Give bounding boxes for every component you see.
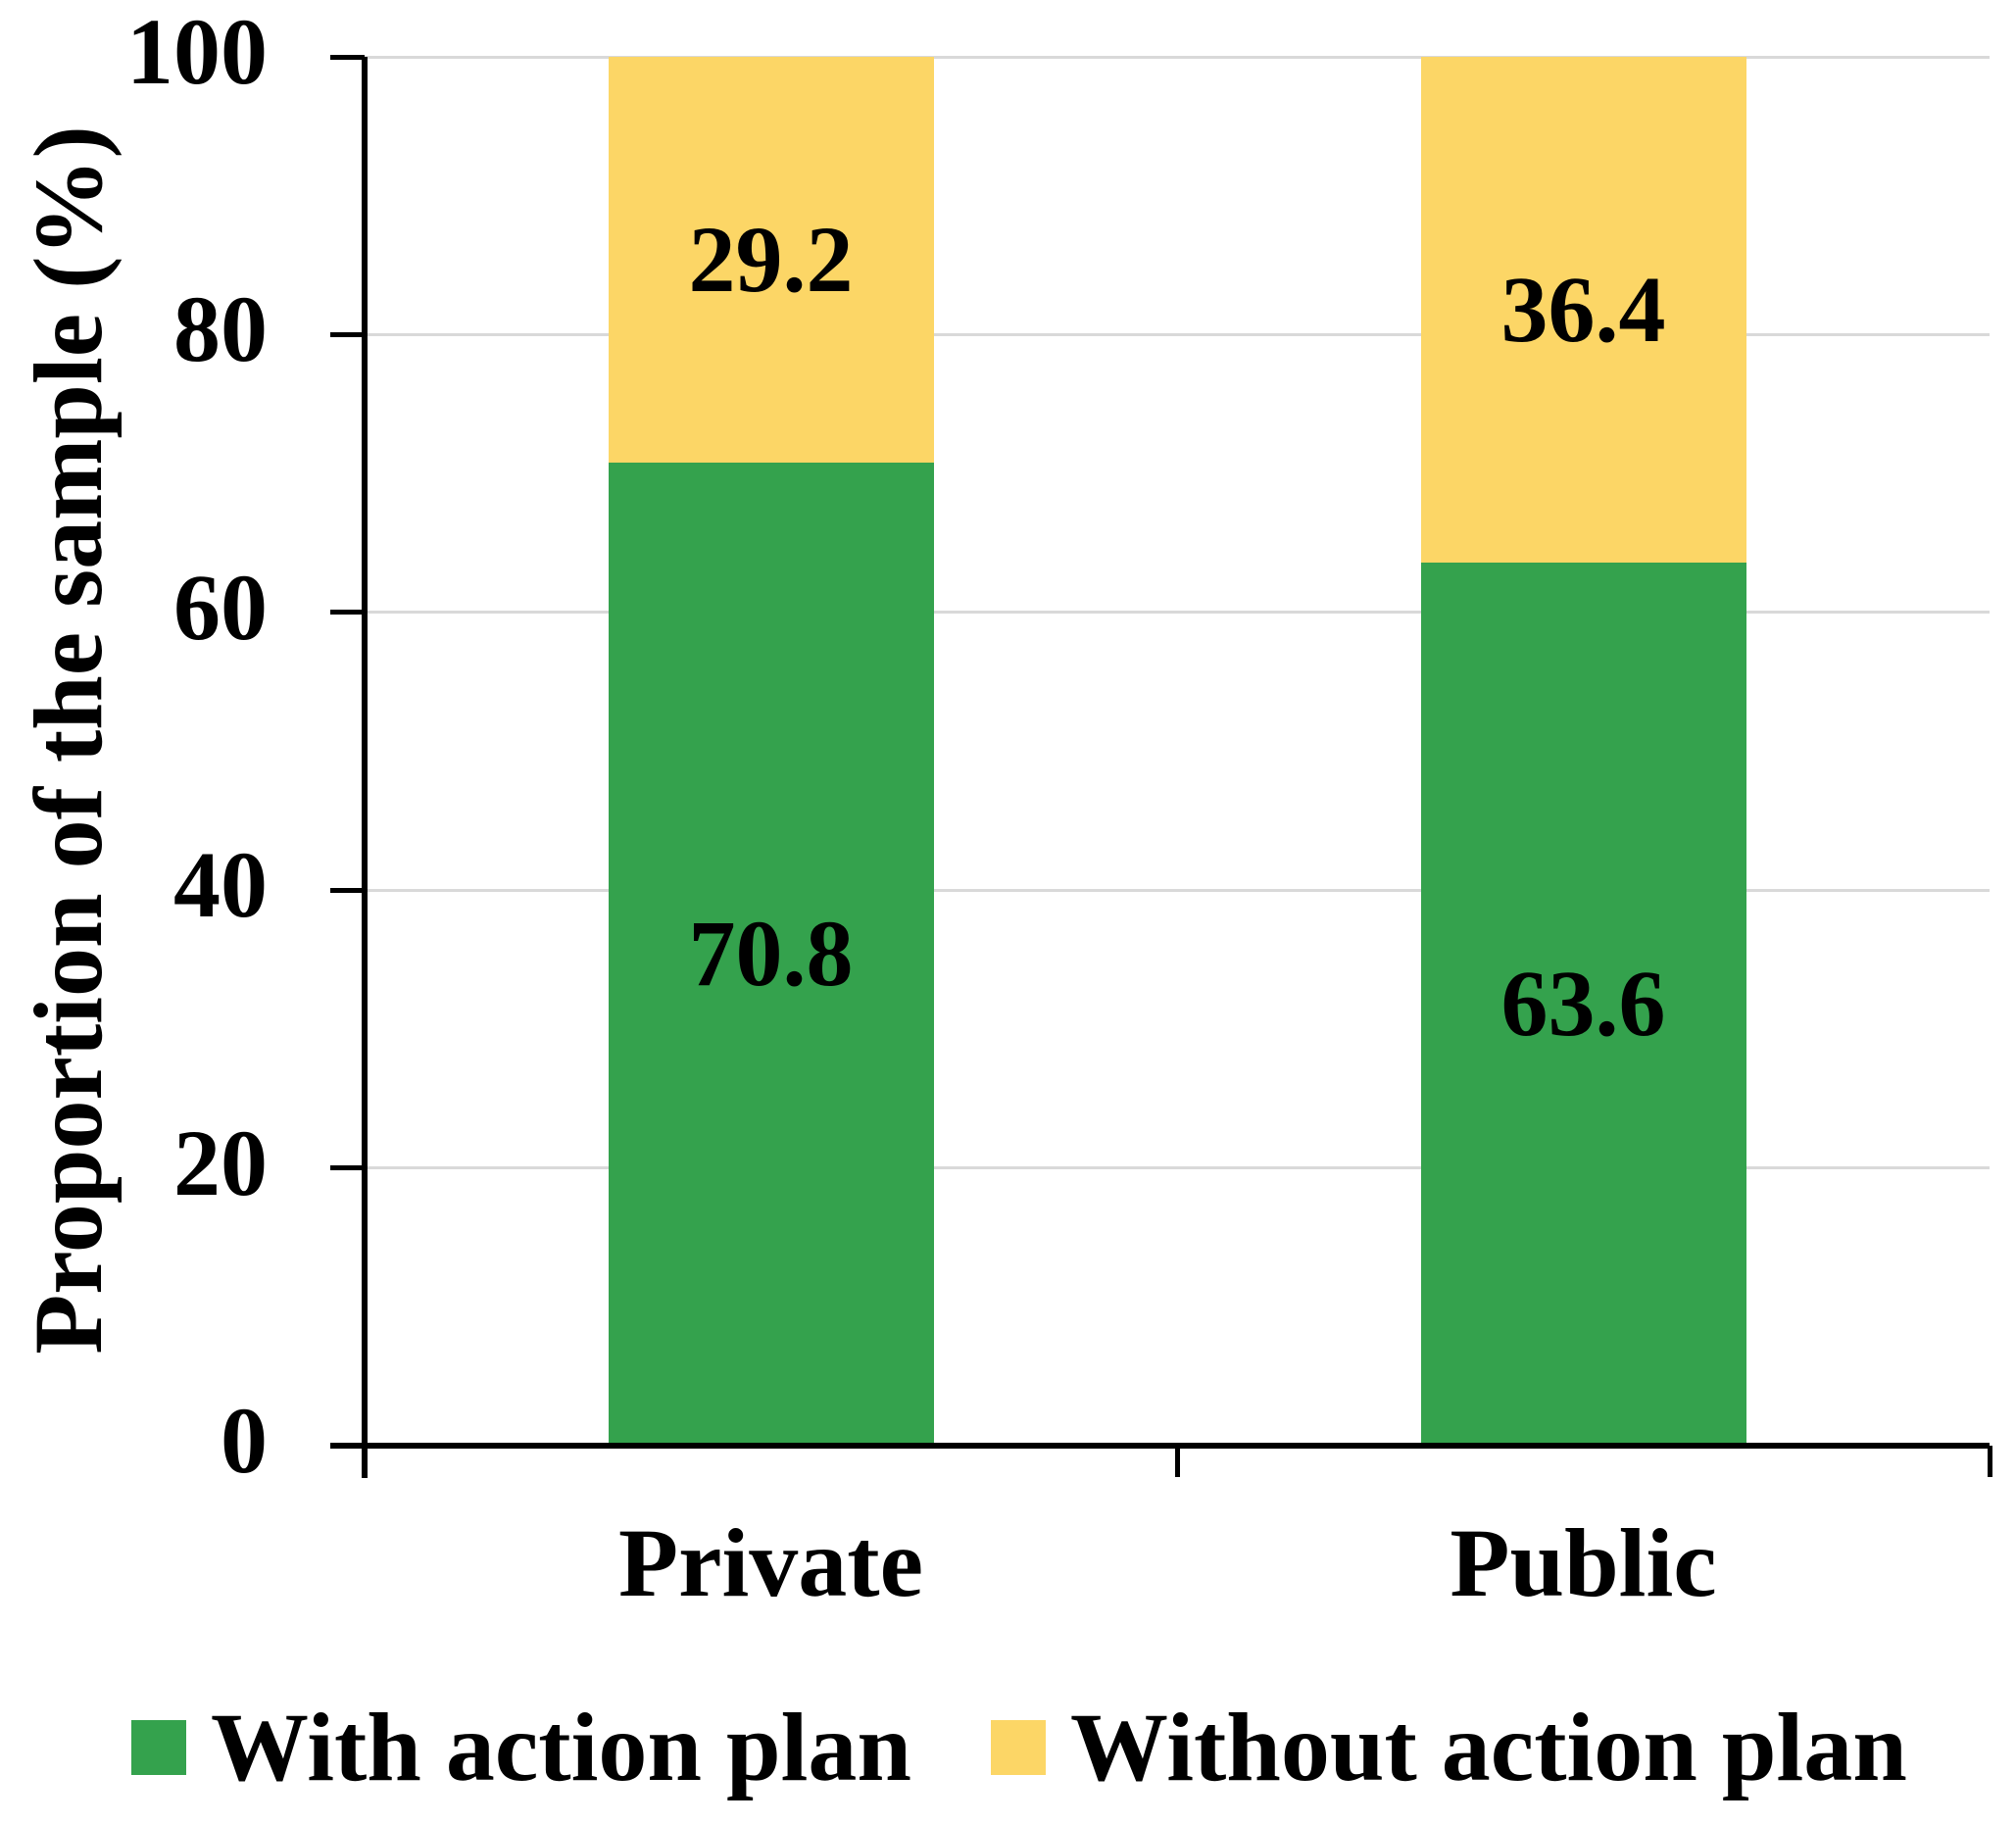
x-axis-tick-1 — [1174, 1446, 1180, 1477]
legend-item-without-action-plan: Without action plan — [991, 1699, 1907, 1797]
data-label-public-without-action-plan: 36.4 — [1500, 256, 1666, 362]
segment-public-with-action-plan: 63.6 — [1420, 562, 1746, 1446]
category-label-private: Private — [618, 1508, 923, 1617]
y-axis-tick-0 — [330, 1443, 365, 1449]
y-axis-line — [362, 57, 368, 1478]
legend-swatch-without-action-plan — [991, 1720, 1046, 1775]
category-label-public: Public — [1450, 1508, 1717, 1617]
y-axis-tick-80 — [330, 331, 365, 337]
bar-public: 36.4 63.6 — [1420, 57, 1746, 1446]
y-axis-tick-label-40: 40 — [173, 832, 268, 938]
gridline-60 — [365, 611, 1990, 615]
bar-private: 29.2 70.8 — [608, 57, 934, 1446]
gridline-80 — [365, 332, 1990, 336]
legend-label-without-action-plan: Without action plan — [1070, 1693, 1907, 1801]
gridline-40 — [365, 888, 1990, 892]
segment-public-without-action-plan: 36.4 — [1420, 57, 1746, 563]
x-axis-tick-2 — [1987, 1446, 1992, 1477]
segment-private-without-action-plan: 29.2 — [608, 57, 934, 463]
legend-swatch-with-action-plan — [131, 1720, 186, 1775]
y-axis-tick-60 — [330, 610, 365, 616]
legend-label-with-action-plan: With action plan — [211, 1693, 911, 1801]
gridline-100 — [365, 55, 1990, 59]
y-axis-tick-label-0: 0 — [221, 1388, 268, 1494]
y-axis-tick-label-100: 100 — [126, 0, 268, 105]
data-label-public-with-action-plan: 63.6 — [1500, 951, 1666, 1057]
y-axis-tick-20 — [330, 1165, 365, 1171]
x-axis-line — [330, 1443, 1990, 1449]
legend-item-with-action-plan: With action plan — [131, 1699, 911, 1797]
y-axis-tick-label-20: 20 — [173, 1109, 268, 1215]
y-axis-tick-label-80: 80 — [173, 276, 268, 382]
plot-area: 29.2 70.8 36.4 63.6 — [365, 55, 1990, 1446]
y-axis-tick-40 — [330, 887, 365, 893]
data-label-private-without-action-plan: 29.2 — [688, 206, 854, 312]
x-axis-tick-0 — [362, 1446, 368, 1477]
data-label-private-with-action-plan: 70.8 — [688, 901, 854, 1007]
y-axis-tick-label-60: 60 — [173, 554, 268, 660]
gridline-20 — [365, 1166, 1990, 1170]
y-axis-tick-100 — [330, 54, 365, 60]
segment-private-with-action-plan: 70.8 — [608, 462, 934, 1446]
